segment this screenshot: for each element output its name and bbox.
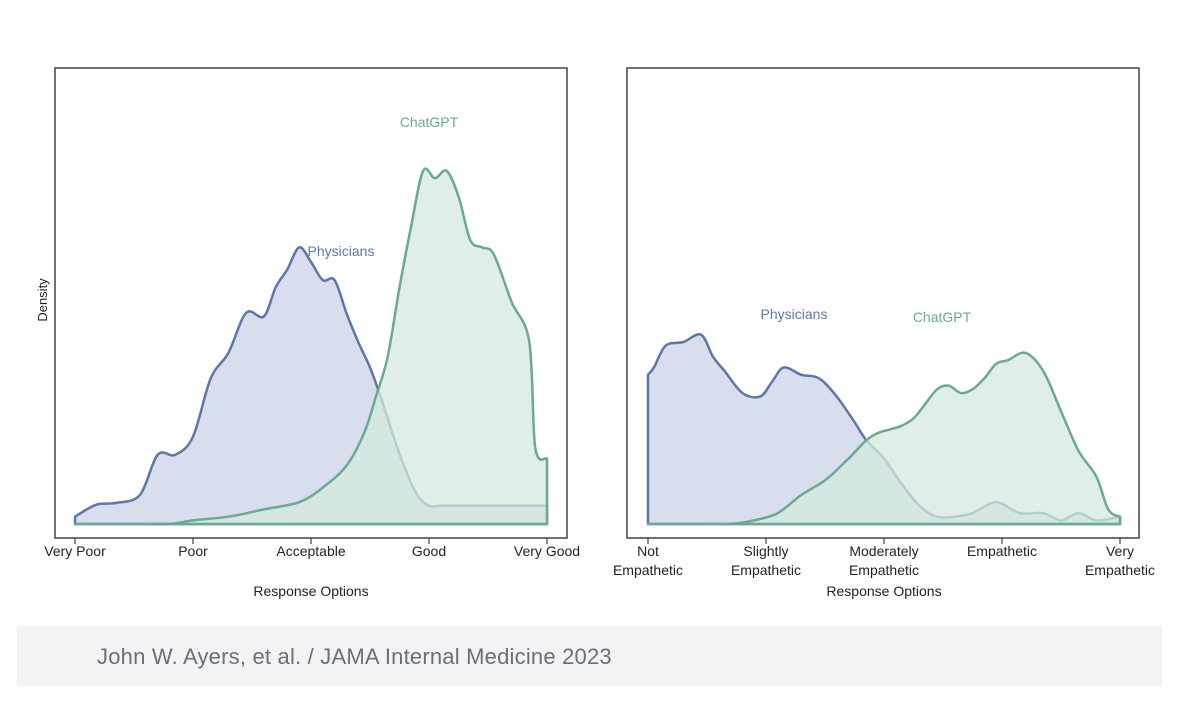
x-tick-label: Very Poor (44, 543, 106, 559)
annotation-physicians: Physicians (308, 243, 375, 259)
x-tick-label: Very (1106, 543, 1134, 559)
x-tick-label: Empathetic (731, 562, 801, 578)
x-tick-label: Good (412, 543, 446, 559)
x-tick-label: Very Good (514, 543, 580, 559)
x-tick-label: Empathetic (613, 562, 683, 578)
x-axis-ticks: Not Empathetic Slightly Empathetic Moderatel… (613, 538, 1155, 578)
area-fill-physicians (648, 334, 1120, 524)
density-areas (73, 167, 549, 526)
x-tick-label: Empathetic (967, 543, 1037, 559)
chart-response-quality: Very Poor Poor Acceptable Good Very Good Den… (35, 67, 580, 599)
x-axis-ticks: Very Poor Poor Acceptable Good Very Good (44, 538, 580, 559)
annotation-chatgpt: ChatGPT (400, 114, 459, 130)
chart-empathy: Not Empathetic Slightly Empathetic Moderatel… (613, 67, 1155, 599)
area-fill-physicians (75, 247, 547, 524)
annotation-chatgpt: ChatGPT (913, 309, 972, 325)
plot-frame (626, 67, 1140, 539)
x-tick-label: Poor (178, 543, 208, 559)
x-tick-label: Moderately (849, 543, 918, 559)
x-tick-label: Acceptable (276, 543, 345, 559)
density-areas (646, 333, 1122, 526)
x-tick-label: Slightly (743, 543, 788, 559)
density-line-chatgpt (73, 167, 549, 526)
area-fill-chatgpt (648, 352, 1120, 525)
caption-bar: John W. Ayers, et al. / JAMA Internal Me… (17, 626, 1162, 686)
source-caption: John W. Ayers, et al. / JAMA Internal Me… (97, 644, 612, 669)
annotation-physicians: Physicians (761, 306, 828, 322)
x-tick-label: Empathetic (1085, 562, 1155, 578)
x-tick-label: Empathetic (849, 562, 919, 578)
y-axis-label: Density (35, 278, 50, 322)
x-tick-label: Not (637, 543, 659, 559)
density-line-chatgpt (646, 351, 1122, 526)
x-axis-label: Response Options (826, 583, 941, 599)
x-axis-label: Response Options (253, 583, 368, 599)
area-fill-chatgpt (75, 168, 547, 525)
